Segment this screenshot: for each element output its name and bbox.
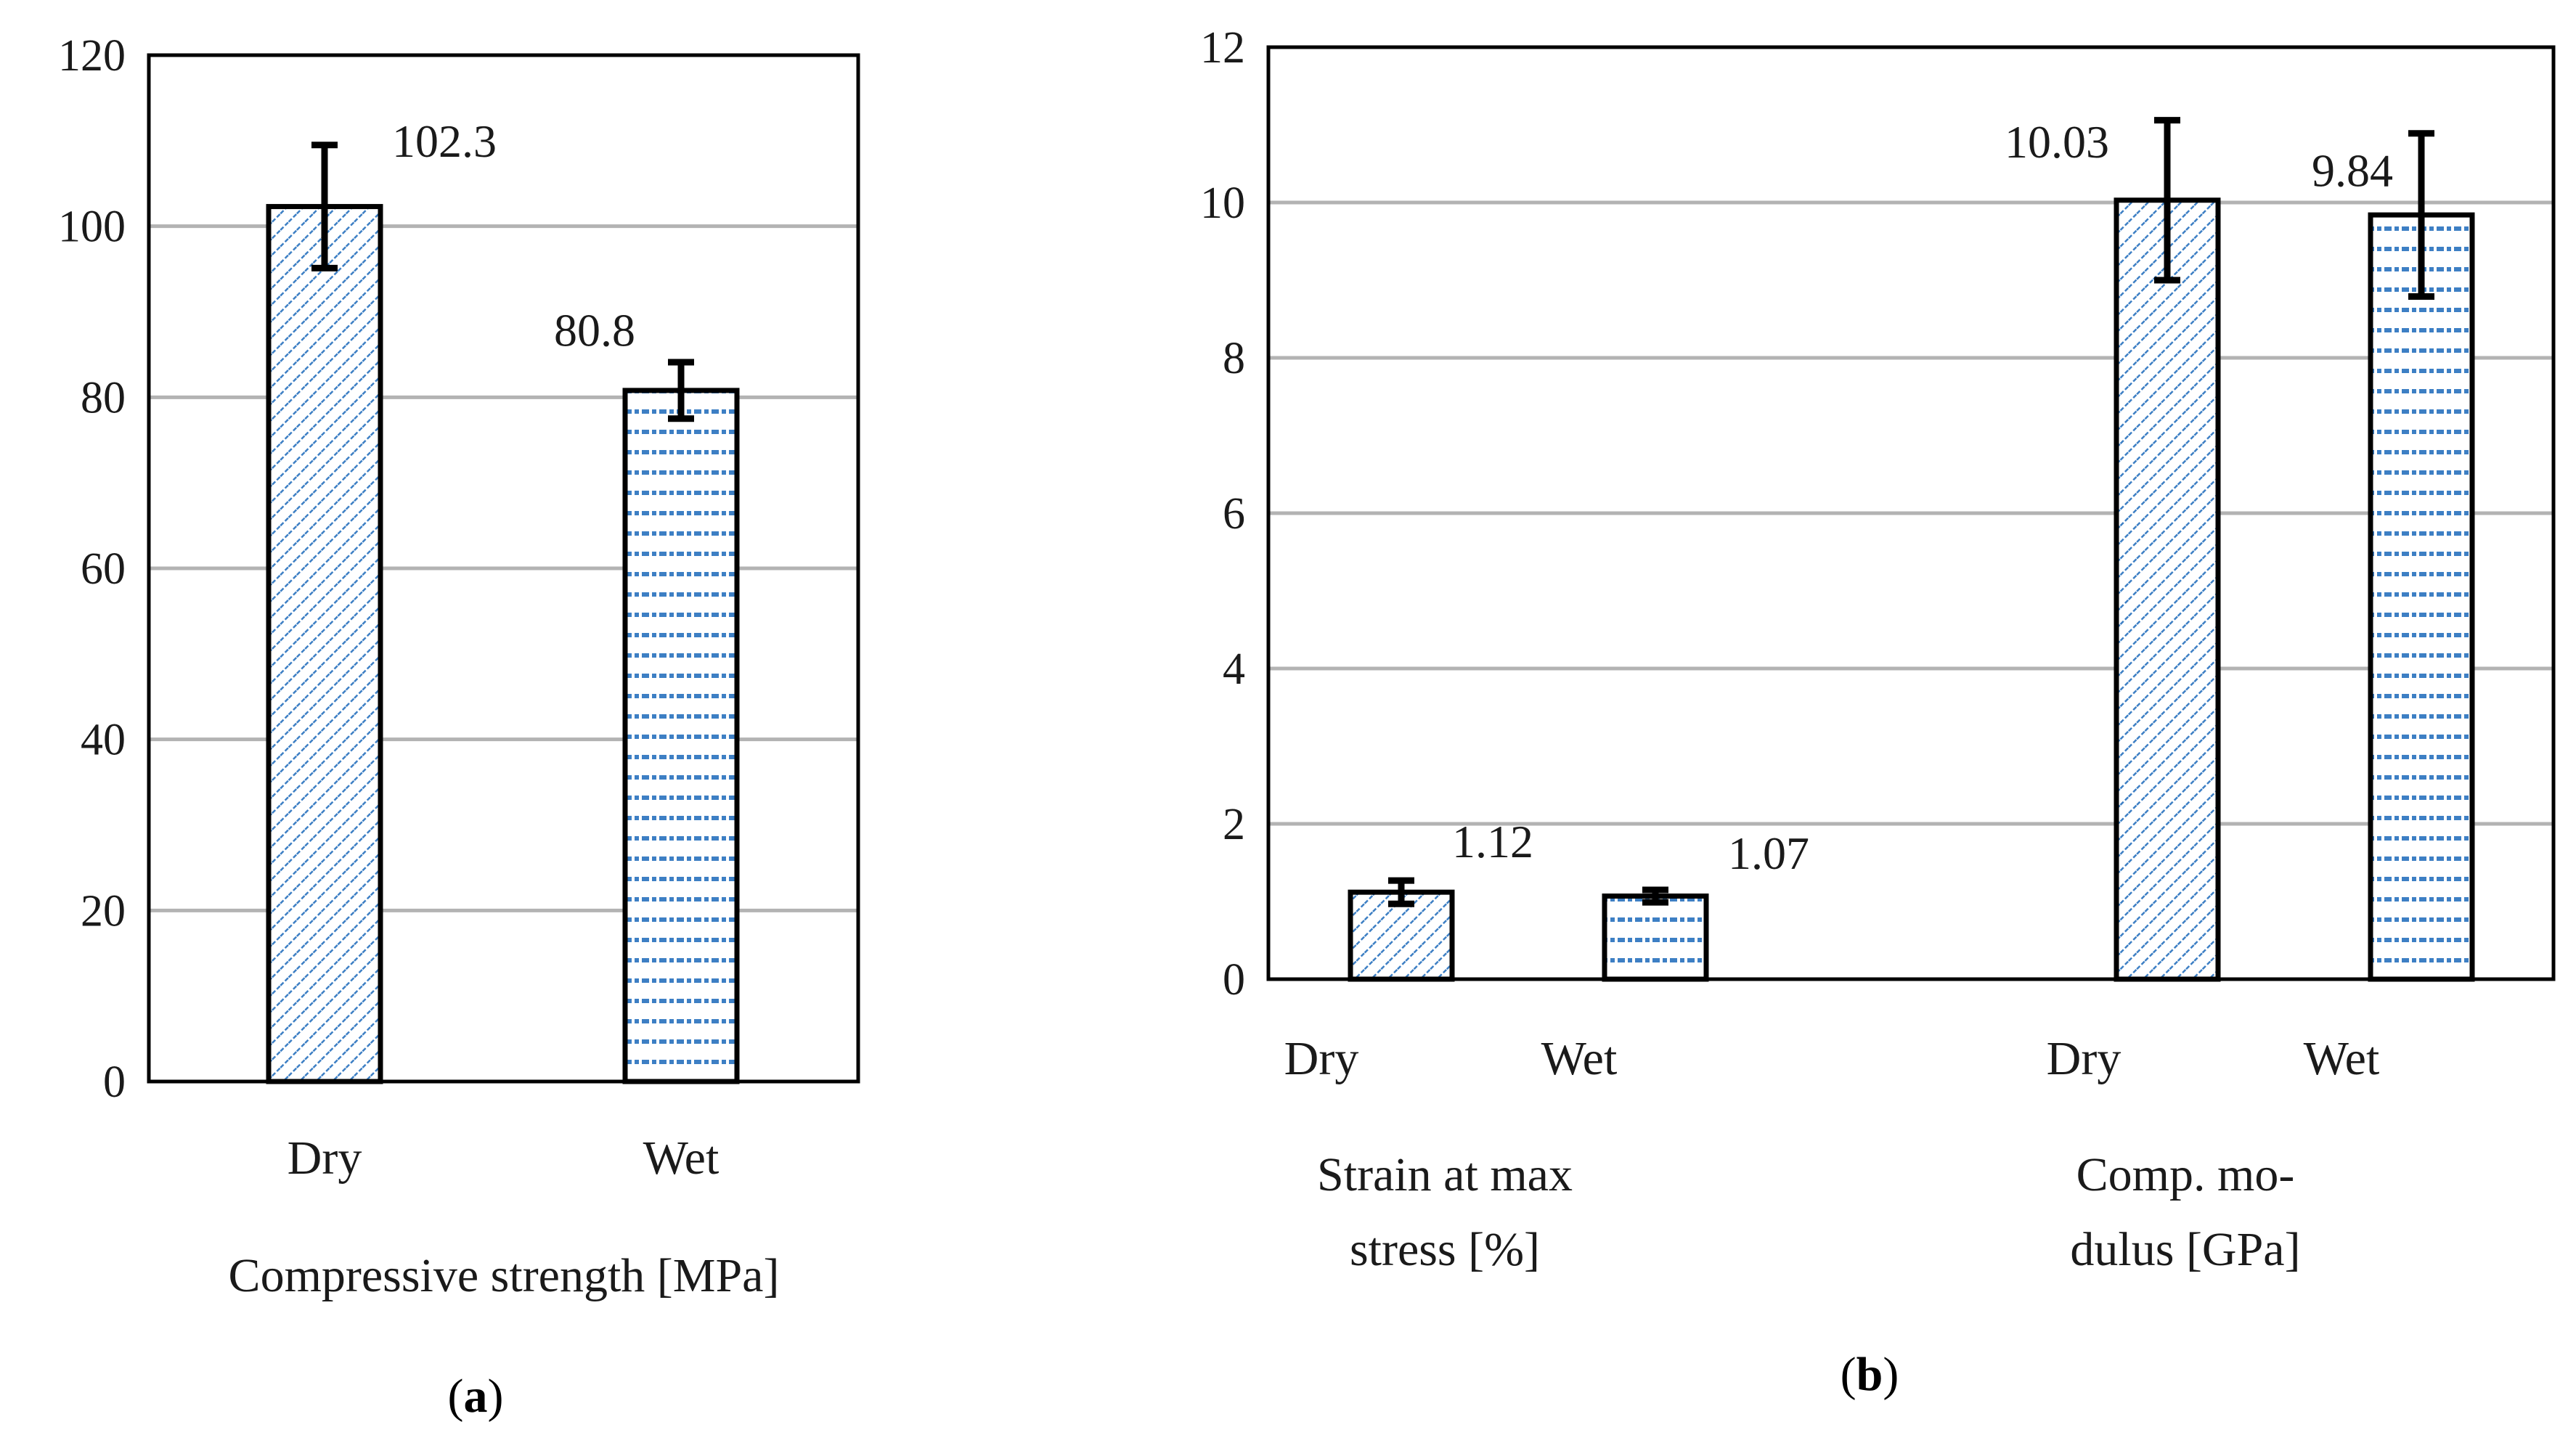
y-tick-label: 4 bbox=[1223, 645, 1245, 694]
y-tick-label: 6 bbox=[1223, 489, 1245, 539]
y-tick-label: 60 bbox=[81, 544, 126, 594]
y-tick-label: 2 bbox=[1223, 800, 1245, 849]
chart-b-panel-letter: b bbox=[1856, 1348, 1883, 1401]
error-bar bbox=[311, 142, 338, 271]
bar bbox=[2368, 212, 2475, 982]
y-tick-label: 0 bbox=[1223, 955, 1245, 1005]
chart-a-data-labels: 102.3 80.8 bbox=[392, 115, 635, 356]
y-tick-label: 100 bbox=[58, 203, 126, 252]
chart-b-group-label-line: stress [%] bbox=[1350, 1223, 1540, 1276]
chart-b-category-label: Wet bbox=[2304, 1032, 2380, 1085]
chart-b-group-label-line: dulus [GPa] bbox=[2070, 1223, 2300, 1276]
chart-b-error-bars bbox=[1388, 117, 2434, 907]
y-tick-label: 20 bbox=[81, 886, 126, 936]
chart-b-category-label: Dry bbox=[2047, 1032, 2121, 1085]
chart-b-gridlines bbox=[1268, 200, 2553, 826]
error-bar bbox=[2408, 130, 2434, 300]
chart-b-panel-label: (b) bbox=[1841, 1348, 1899, 1401]
bar bbox=[622, 388, 740, 1084]
chart-a: 0 20 40 60 80 100 120 102.3 80.8 Dry Wet Compre… bbox=[58, 31, 860, 1423]
data-label: 102.3 bbox=[392, 115, 497, 167]
error-bar bbox=[1642, 886, 1668, 906]
bar bbox=[2114, 197, 2221, 982]
chart-a-panel-label: (a) bbox=[448, 1370, 504, 1423]
chart-a-error-bars bbox=[311, 142, 694, 422]
y-tick-label: 80 bbox=[81, 373, 126, 422]
data-label: 9.84 bbox=[2312, 145, 2393, 197]
data-label: 1.12 bbox=[1452, 816, 1533, 867]
chart-b-y-tick-labels: 0 2 4 6 8 10 12 bbox=[1200, 23, 1245, 1005]
chart-b-group-label-line: Strain at max bbox=[1317, 1148, 1573, 1201]
chart-a-plot-frame bbox=[147, 53, 860, 1084]
chart-a-panel-letter: a bbox=[464, 1370, 488, 1423]
y-tick-label: 10 bbox=[1200, 179, 1245, 228]
chart-a-category-label: Dry bbox=[288, 1132, 362, 1185]
error-bar bbox=[2154, 117, 2180, 284]
chart-b-data-labels: 1.12 1.07 10.03 9.84 bbox=[1452, 116, 2393, 879]
chart-a-group-label: Compressive strength [MPa] bbox=[229, 1249, 780, 1302]
data-label: 1.07 bbox=[1728, 827, 1809, 879]
chart-b-category-label: Dry bbox=[1284, 1032, 1359, 1085]
y-tick-label: 8 bbox=[1223, 334, 1245, 383]
y-tick-label: 12 bbox=[1200, 23, 1245, 73]
y-tick-label: 0 bbox=[103, 1058, 126, 1107]
chart-b-category-label: Wet bbox=[1541, 1032, 1618, 1085]
error-bar bbox=[668, 359, 694, 422]
data-label: 10.03 bbox=[2005, 116, 2109, 168]
y-tick-label: 40 bbox=[81, 716, 126, 765]
bar bbox=[1348, 889, 1455, 982]
data-label: 80.8 bbox=[554, 305, 635, 356]
error-bar bbox=[1388, 877, 1414, 907]
bar bbox=[266, 204, 383, 1084]
bar bbox=[1602, 894, 1709, 982]
chart-a-category-label: Wet bbox=[643, 1132, 720, 1185]
chart-b-plot-frame bbox=[1266, 45, 2556, 981]
chart-a-gridlines bbox=[149, 224, 858, 912]
chart-a-y-tick-labels: 0 20 40 60 80 100 120 bbox=[58, 31, 126, 1107]
chart-a-bars bbox=[266, 204, 740, 1084]
chart-b-bars bbox=[1348, 197, 2475, 982]
chart-b-group-label-line: Comp. mo- bbox=[2076, 1148, 2295, 1201]
y-tick-label: 120 bbox=[58, 31, 126, 81]
